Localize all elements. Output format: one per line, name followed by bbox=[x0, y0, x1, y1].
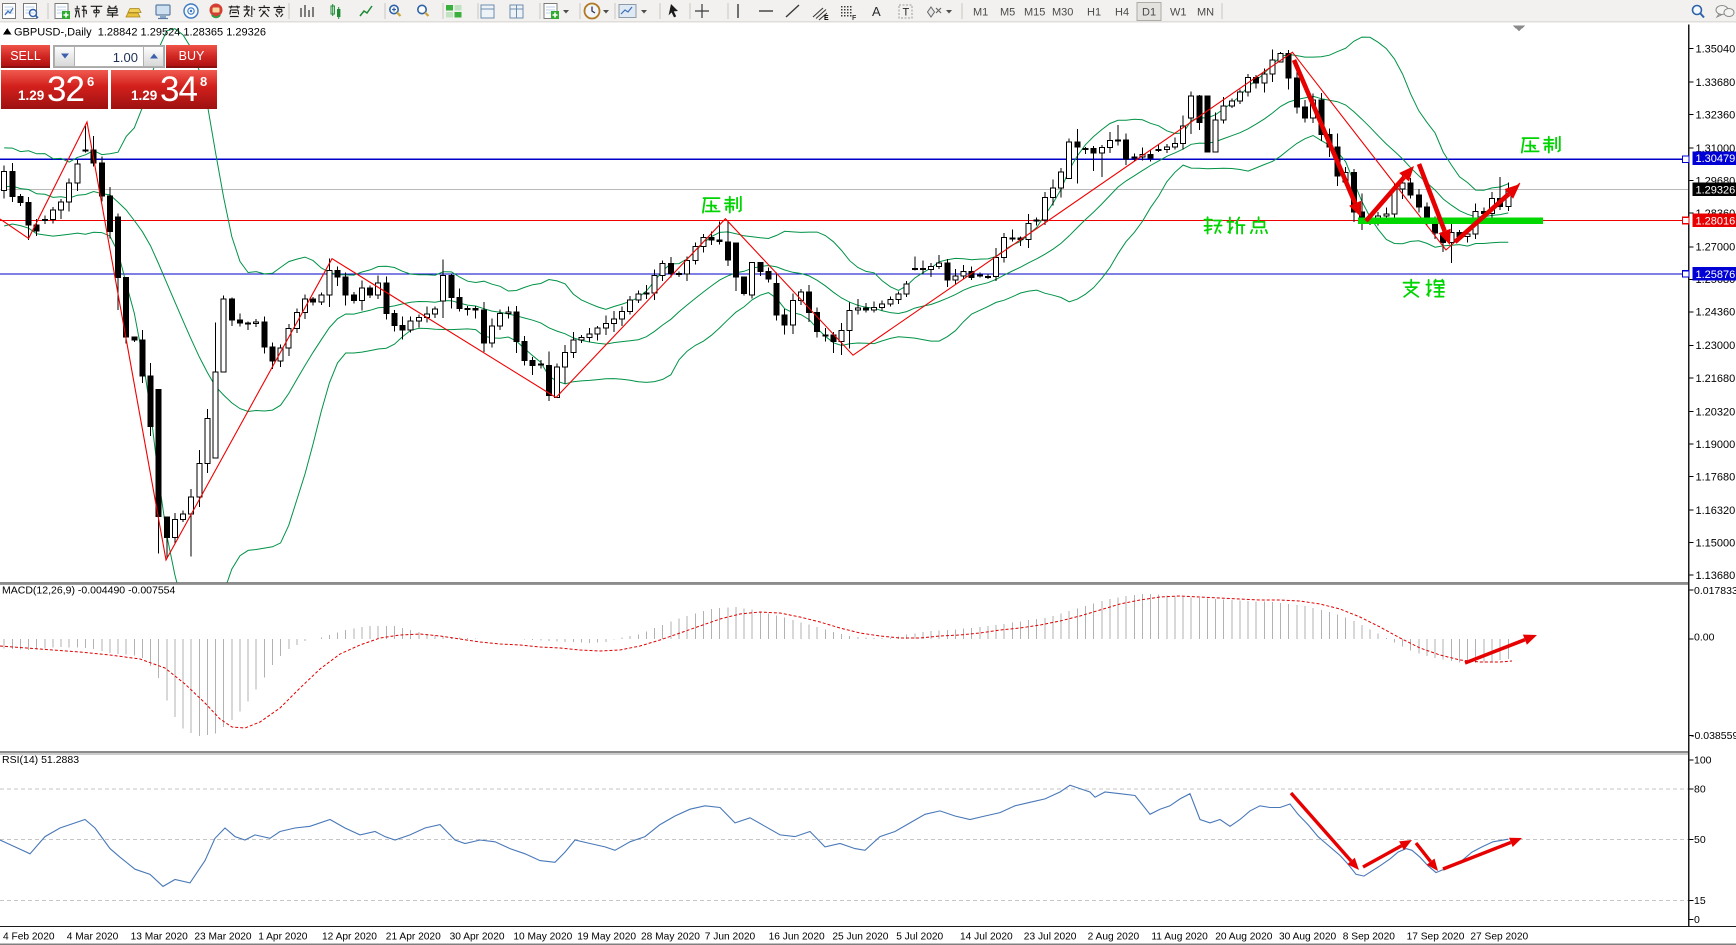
svg-text:1.25876: 1.25876 bbox=[1696, 269, 1736, 281]
svg-text:14 Jul 2020: 14 Jul 2020 bbox=[960, 932, 1013, 943]
svg-text:23 Mar 2020: 23 Mar 2020 bbox=[194, 932, 252, 943]
svg-text:T: T bbox=[903, 7, 910, 19]
svg-text:1.17680: 1.17680 bbox=[1696, 471, 1736, 483]
svg-text:28 May 2020: 28 May 2020 bbox=[641, 932, 700, 943]
svg-text:RSI(14) 51.2883: RSI(14) 51.2883 bbox=[2, 754, 79, 766]
svg-text:12 Apr 2020: 12 Apr 2020 bbox=[322, 932, 377, 943]
svg-text:0.017833: 0.017833 bbox=[1694, 585, 1736, 597]
svg-text:4 Feb 2020: 4 Feb 2020 bbox=[3, 932, 55, 943]
svg-text:11 Aug 2020: 11 Aug 2020 bbox=[1151, 932, 1208, 943]
svg-text:1.21680: 1.21680 bbox=[1696, 373, 1736, 385]
svg-text:25 Jun 2020: 25 Jun 2020 bbox=[832, 932, 888, 943]
svg-text:MACD(12,26,9) -0.004490 -0.007: MACD(12,26,9) -0.004490 -0.007554 bbox=[2, 585, 176, 597]
svg-text:-0.038559: -0.038559 bbox=[1691, 730, 1736, 742]
svg-text:5 Jul 2020: 5 Jul 2020 bbox=[896, 932, 943, 943]
svg-text:H4: H4 bbox=[1115, 7, 1129, 19]
svg-text:20 Aug 2020: 20 Aug 2020 bbox=[1215, 932, 1273, 943]
svg-text:17 Sep 2020: 17 Sep 2020 bbox=[1407, 932, 1465, 943]
svg-text:E: E bbox=[824, 15, 829, 22]
svg-text:10 May 2020: 10 May 2020 bbox=[513, 932, 572, 943]
svg-text:8 Sep 2020: 8 Sep 2020 bbox=[1343, 932, 1395, 943]
svg-text:1.13680: 1.13680 bbox=[1696, 570, 1736, 582]
svg-text:1 Apr 2020: 1 Apr 2020 bbox=[258, 932, 308, 943]
svg-text:1.19000: 1.19000 bbox=[1696, 439, 1736, 451]
svg-text:19 May 2020: 19 May 2020 bbox=[577, 932, 636, 943]
svg-text:13 Mar 2020: 13 Mar 2020 bbox=[131, 932, 189, 943]
svg-text:1.32360: 1.32360 bbox=[1696, 109, 1736, 121]
svg-text:0: 0 bbox=[1694, 914, 1700, 926]
svg-text:15: 15 bbox=[1694, 895, 1706, 907]
svg-text:100: 100 bbox=[1694, 755, 1712, 767]
svg-text:1.20320: 1.20320 bbox=[1696, 406, 1736, 418]
svg-text:1.23000: 1.23000 bbox=[1696, 340, 1736, 352]
svg-text:23 Jul 2020: 23 Jul 2020 bbox=[1024, 932, 1077, 943]
svg-text:1.29326: 1.29326 bbox=[1696, 184, 1736, 196]
svg-text:1.16320: 1.16320 bbox=[1696, 505, 1736, 517]
svg-text:M1: M1 bbox=[973, 7, 988, 19]
svg-text:27 Sep 2020: 27 Sep 2020 bbox=[1470, 932, 1528, 943]
svg-text:1.28016: 1.28016 bbox=[1696, 215, 1736, 227]
svg-text:0.00: 0.00 bbox=[1694, 632, 1715, 644]
svg-text:16 Jun 2020: 16 Jun 2020 bbox=[769, 932, 825, 943]
svg-text:1.15000: 1.15000 bbox=[1696, 538, 1736, 550]
svg-text:30 Aug 2020: 30 Aug 2020 bbox=[1279, 932, 1337, 943]
svg-text:GBPUSD-,Daily 1.28842 1.29524: GBPUSD-,Daily 1.28842 1.29524 1.28365 1.… bbox=[14, 27, 266, 39]
svg-text:M5: M5 bbox=[1000, 7, 1015, 19]
svg-text:80: 80 bbox=[1694, 783, 1706, 795]
svg-text:1.33680: 1.33680 bbox=[1696, 77, 1736, 89]
svg-text:A: A bbox=[872, 4, 881, 19]
svg-text:1.24360: 1.24360 bbox=[1696, 307, 1736, 319]
svg-text:1.35040: 1.35040 bbox=[1696, 43, 1736, 55]
svg-text:1.27000: 1.27000 bbox=[1696, 242, 1736, 254]
svg-text:50: 50 bbox=[1694, 834, 1706, 846]
svg-text:MN: MN bbox=[1197, 7, 1214, 19]
svg-text:1.30479: 1.30479 bbox=[1696, 153, 1736, 165]
svg-text:D1: D1 bbox=[1142, 7, 1156, 19]
svg-text:W1: W1 bbox=[1170, 7, 1187, 19]
svg-text:H1: H1 bbox=[1087, 7, 1101, 19]
svg-text:M15: M15 bbox=[1024, 7, 1045, 19]
svg-text:4 Mar 2020: 4 Mar 2020 bbox=[67, 932, 119, 943]
svg-text:21 Apr 2020: 21 Apr 2020 bbox=[386, 932, 441, 943]
svg-text:30 Apr 2020: 30 Apr 2020 bbox=[450, 932, 505, 943]
svg-text:F: F bbox=[852, 15, 857, 22]
svg-text:7 Jun 2020: 7 Jun 2020 bbox=[705, 932, 756, 943]
svg-text:2 Aug 2020: 2 Aug 2020 bbox=[1088, 932, 1140, 943]
svg-text:M30: M30 bbox=[1052, 7, 1073, 19]
